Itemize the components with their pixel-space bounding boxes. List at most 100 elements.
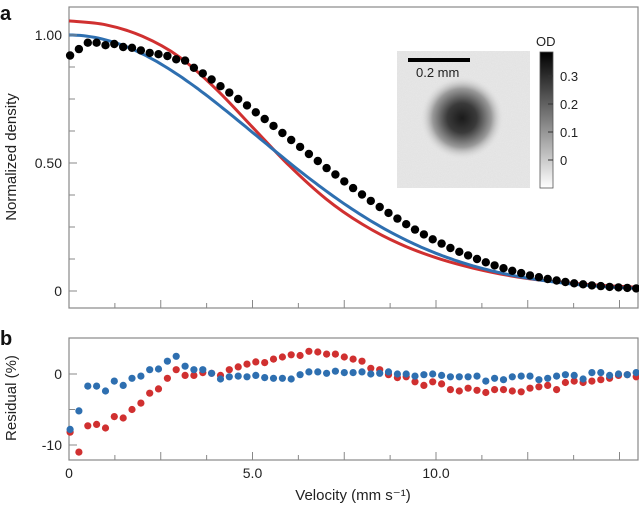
- alternative-residual-point: [119, 414, 127, 422]
- data-point: [490, 261, 499, 270]
- data-point: [428, 235, 437, 244]
- alternative-residual-point: [429, 378, 437, 386]
- gaussian-residual-point: [84, 382, 92, 390]
- gaussian-residual-point: [535, 376, 543, 384]
- gaussian-residual-point: [393, 370, 401, 378]
- gaussian-residual-point: [526, 372, 534, 380]
- data-point: [534, 273, 544, 282]
- data-point: [304, 149, 314, 159]
- gaussian-residual-point: [225, 373, 233, 381]
- data-point: [189, 63, 199, 72]
- data-point: [348, 183, 358, 193]
- alternative-residual-point: [544, 381, 552, 389]
- data-point: [605, 282, 614, 292]
- data-point: [393, 214, 402, 223]
- data-point: [172, 55, 181, 64]
- gaussian-residual-point: [340, 369, 348, 377]
- colorbar-tick-label: 0.2: [560, 97, 578, 112]
- gaussian-residual-point: [261, 374, 269, 382]
- data-point: [260, 114, 269, 124]
- alternative-residual-point: [508, 387, 516, 395]
- data-point: [508, 266, 517, 275]
- scale-bar: [408, 58, 470, 62]
- data-point: [340, 177, 349, 186]
- data-point: [543, 274, 552, 284]
- data-point: [295, 142, 305, 152]
- gaussian-residual-point: [287, 375, 295, 383]
- data-point: [269, 121, 278, 131]
- data-point: [101, 41, 110, 50]
- gaussian-residual-point: [579, 375, 587, 383]
- data-point: [596, 281, 605, 291]
- data-point: [127, 43, 137, 52]
- data-point: [180, 56, 190, 65]
- alternative-residual-point: [305, 347, 313, 355]
- gaussian-residual-point: [331, 367, 339, 375]
- gaussian-residual-point: [190, 366, 198, 374]
- y-tick-label: 0: [54, 283, 62, 299]
- data-point: [251, 108, 260, 117]
- gaussian-residual-point: [402, 370, 410, 378]
- data-point: [455, 247, 464, 256]
- alternative-residual-point: [163, 374, 171, 382]
- gaussian-fit-line: [69, 33, 638, 290]
- alternative-residual-point: [349, 355, 357, 363]
- alternative-residual-point: [323, 350, 331, 358]
- data-point: [322, 163, 331, 173]
- alternative-residual-point: [314, 348, 322, 356]
- data-point: [74, 44, 84, 54]
- gaussian-residual-point: [278, 374, 286, 382]
- data-point: [278, 128, 287, 138]
- data-point: [375, 202, 384, 212]
- y-tick-label: 0.50: [35, 155, 62, 171]
- gaussian-residual-point: [305, 368, 313, 376]
- y-tick-label: 1.00: [35, 27, 62, 43]
- alternative-residual-point: [287, 351, 295, 359]
- alternative-residual-point: [225, 366, 233, 374]
- gaussian-residual-point: [296, 371, 304, 379]
- alternative-residual-point: [526, 384, 534, 392]
- data-point: [313, 156, 322, 166]
- data-point: [119, 42, 128, 52]
- alternative-residual-point: [358, 357, 366, 365]
- gaussian-residual-point: [446, 373, 454, 381]
- gaussian-residual-point: [349, 369, 357, 377]
- gaussian-residual-point: [508, 373, 516, 381]
- gaussian-residual-point: [376, 369, 384, 377]
- alternative-residual-point: [455, 387, 463, 395]
- atom-cloud: [420, 76, 504, 160]
- alternative-residual-point: [243, 360, 251, 368]
- alternative-residual-point: [234, 363, 242, 371]
- data-point: [419, 230, 429, 239]
- alternative-residual-point: [75, 448, 83, 456]
- colorbar-tick-label: 0: [560, 153, 567, 168]
- gaussian-residual-point: [119, 381, 127, 389]
- data-point: [154, 50, 163, 59]
- panel-label-b: b: [0, 328, 12, 350]
- gaussian-residual-point: [553, 372, 561, 380]
- gaussian-residual-point: [163, 357, 171, 365]
- data-point: [110, 39, 119, 49]
- gaussian-residual-point: [93, 382, 101, 390]
- alternative-residual-point: [93, 420, 101, 428]
- data-point: [446, 243, 455, 253]
- gaussian-residual-point: [358, 368, 366, 376]
- alternative-residual-point: [367, 364, 375, 372]
- data-point: [552, 276, 561, 285]
- alternative-residual-point: [146, 389, 154, 397]
- data-point: [578, 280, 588, 289]
- data-point: [225, 88, 234, 97]
- alternative-residual-point: [464, 384, 472, 392]
- gaussian-residual-point: [172, 352, 180, 360]
- alternative-residual-point: [128, 405, 136, 414]
- data-point: [570, 279, 579, 288]
- gaussian-residual-point: [75, 407, 83, 415]
- alternative-residual-point: [101, 424, 110, 432]
- gaussian-residual-point: [208, 369, 216, 377]
- alternative-residual-point: [517, 388, 525, 396]
- data-point: [525, 271, 535, 280]
- data-point: [357, 190, 367, 199]
- panel-label-a: a: [0, 3, 12, 25]
- data-point: [561, 277, 570, 287]
- data-point: [242, 101, 252, 110]
